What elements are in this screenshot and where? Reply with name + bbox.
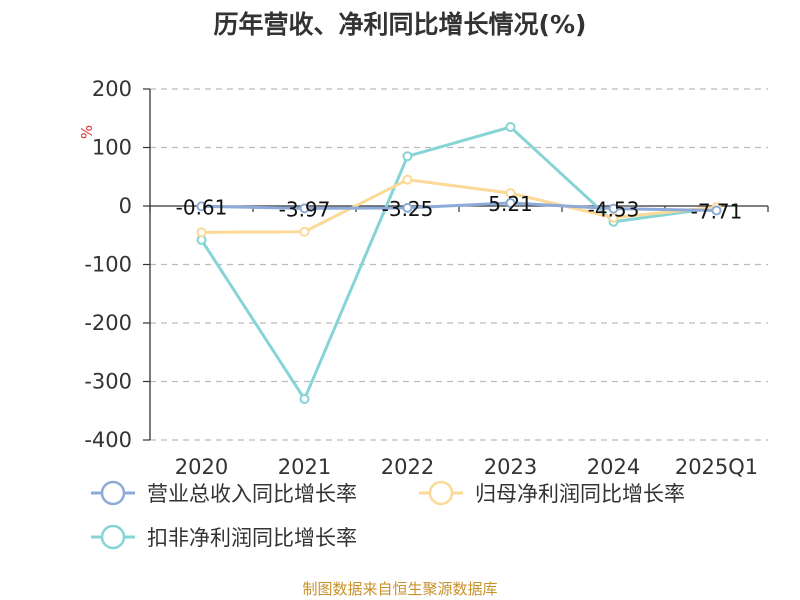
x-tick-label: 2020 <box>175 455 228 479</box>
data-point <box>196 227 207 238</box>
data-label: -3.25 <box>382 197 434 221</box>
data-point <box>505 188 516 199</box>
series-line <box>201 201 717 213</box>
data-point <box>402 151 413 162</box>
source-note: 制图数据来自恒生聚源数据库 <box>302 580 497 598</box>
y-axis-unit-label: % <box>78 125 96 139</box>
x-tick-label: 2023 <box>484 455 537 479</box>
y-tick-label: -400 <box>84 428 132 452</box>
data-label: -7.71 <box>691 200 743 224</box>
series-line <box>200 125 717 401</box>
data-point <box>608 203 619 214</box>
data-label: -3.97 <box>279 197 331 221</box>
data-point <box>505 122 516 133</box>
legend-marker <box>100 480 126 506</box>
data-point <box>299 203 310 214</box>
data-point <box>711 205 722 216</box>
legend-marker <box>100 524 126 550</box>
y-tick-label: -100 <box>84 253 132 277</box>
data-point <box>402 174 413 185</box>
x-tick-label: 2021 <box>278 455 331 479</box>
x-tick-label: 2025Q1 <box>675 455 758 479</box>
data-labels: -0.61 -3.97 -3.25 5.21 -4.53 -7.71 <box>176 192 743 224</box>
data-label: -0.61 <box>176 195 228 219</box>
y-tick-label: 200 <box>92 77 132 101</box>
data-label: -4.53 <box>588 198 640 222</box>
x-tick-label: 2024 <box>587 455 640 479</box>
legend-label: 扣非净利润同比增长率 <box>147 526 357 550</box>
x-tick-label: 2022 <box>381 455 434 479</box>
data-point <box>608 212 619 223</box>
data-point <box>505 197 516 208</box>
y-tick-label: -300 <box>84 370 132 394</box>
legend-label: 营业总收入同比增长率 <box>147 482 357 506</box>
data-label: 5.21 <box>488 192 533 216</box>
y-tick-label: 0 <box>119 194 132 218</box>
chart-title: 历年营收、净利同比增长情况(%) <box>214 10 587 39</box>
data-point <box>402 202 413 213</box>
data-point <box>299 394 310 405</box>
axes: 200 100 0 -100 -200 -300 -400 2020 2021 2022 2023 2… <box>84 77 769 479</box>
data-point <box>196 201 207 212</box>
legend-marker <box>428 480 454 506</box>
legend-label: 归母净利润同比增长率 <box>475 482 685 506</box>
grid-lines <box>150 88 768 441</box>
y-tick-label: -200 <box>84 311 132 335</box>
series-lines <box>196 122 722 405</box>
series-line <box>201 178 717 234</box>
data-point <box>299 226 310 237</box>
y-tick-label: 100 <box>92 136 132 160</box>
